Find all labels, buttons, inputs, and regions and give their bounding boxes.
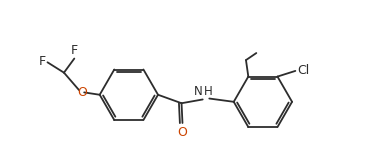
- Text: O: O: [177, 126, 187, 139]
- Text: Cl: Cl: [297, 64, 309, 77]
- Text: F: F: [71, 44, 78, 57]
- Text: O: O: [77, 86, 87, 99]
- Text: N: N: [193, 85, 202, 98]
- Text: F: F: [38, 55, 46, 68]
- Text: H: H: [204, 85, 212, 98]
